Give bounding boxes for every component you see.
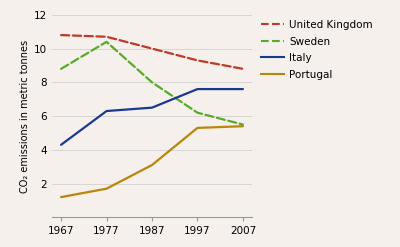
Legend: United Kingdom, Sweden, Italy, Portugal: United Kingdom, Sweden, Italy, Portugal xyxy=(261,20,373,80)
Portugal xyxy=(59,196,64,199)
Sweden xyxy=(59,67,64,70)
United Kingdom xyxy=(150,47,154,50)
Sweden xyxy=(195,111,200,114)
Sweden xyxy=(150,81,154,84)
Portugal xyxy=(104,187,109,190)
Portugal xyxy=(150,164,154,166)
Sweden xyxy=(240,123,245,126)
Portugal xyxy=(195,126,200,129)
Line: Italy: Italy xyxy=(61,89,243,145)
Line: United Kingdom: United Kingdom xyxy=(61,35,243,69)
United Kingdom xyxy=(104,35,109,38)
Italy xyxy=(195,88,200,91)
Italy xyxy=(59,143,64,146)
Italy xyxy=(104,110,109,113)
Italy xyxy=(240,88,245,91)
United Kingdom xyxy=(59,34,64,37)
United Kingdom xyxy=(240,67,245,70)
Y-axis label: CO₂ emissions in metric tonnes: CO₂ emissions in metric tonnes xyxy=(20,40,30,193)
Sweden xyxy=(104,40,109,43)
Italy xyxy=(150,106,154,109)
United Kingdom xyxy=(195,59,200,62)
Line: Sweden: Sweden xyxy=(61,42,243,124)
Line: Portugal: Portugal xyxy=(61,126,243,197)
Portugal xyxy=(240,125,245,128)
